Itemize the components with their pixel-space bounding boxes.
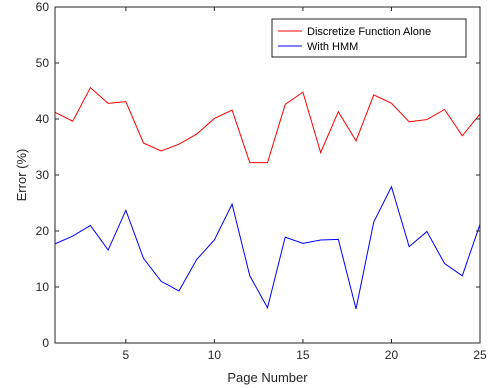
y-tick-label: 30: [36, 168, 50, 182]
x-tick-label: 10: [208, 348, 222, 362]
x-axis-label: Page Number: [227, 370, 308, 385]
x-tick-label: 25: [473, 348, 487, 362]
y-tick-label: 10: [36, 280, 50, 294]
legend: Discretize Function Alone With HMM: [271, 18, 467, 58]
y-tick-label: 20: [36, 224, 50, 238]
legend-label: With HMM: [307, 41, 358, 53]
legend-label: Discretize Function Alone: [307, 26, 431, 38]
axes: 5 10 15 20 25 0 10 20 30 40 50 60: [36, 0, 487, 362]
x-tick-label: 5: [122, 348, 129, 362]
series-line-1: [54, 86, 481, 164]
x-tick-label: 20: [385, 348, 399, 362]
series-line-2: [54, 185, 481, 310]
y-tick-label: 60: [36, 0, 50, 14]
plot-background: [55, 7, 480, 343]
legend-box: [271, 18, 467, 58]
x-tick-label: 15: [296, 348, 310, 362]
plot-area: [55, 7, 480, 343]
y-tick-label: 40: [36, 112, 50, 126]
series-layer: [54, 86, 481, 310]
y-tick-label: 0: [42, 336, 49, 350]
y-axis-label: Error (%): [14, 149, 29, 202]
y-tick-label: 50: [36, 56, 50, 70]
